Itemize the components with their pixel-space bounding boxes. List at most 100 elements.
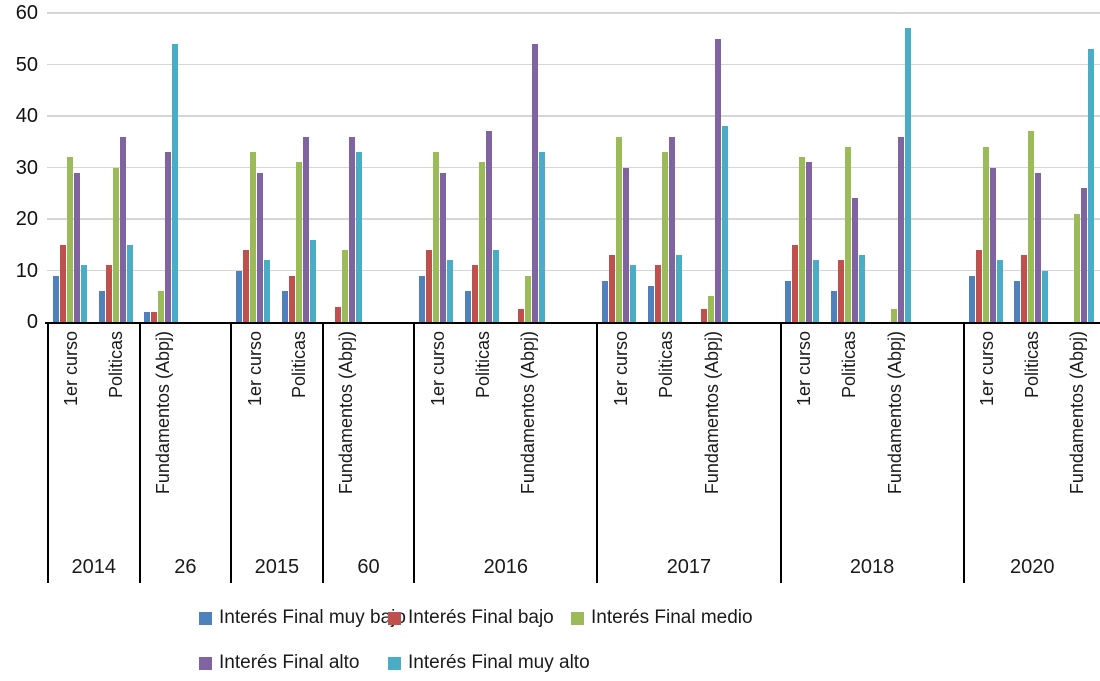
legend-item-Interés Final muy bajo: Interés Final muy bajo bbox=[199, 607, 406, 629]
bar-group-2020 bbox=[963, 13, 1100, 322]
legend-item-Interés Final muy alto: Interés Final muy alto bbox=[388, 652, 590, 674]
bar-Interés Final medio bbox=[616, 136, 623, 322]
bar-Interés Final medio bbox=[799, 157, 806, 322]
bar-Interés Final muy bajo bbox=[831, 291, 838, 322]
cluster bbox=[877, 28, 911, 322]
category-label: 1er curso bbox=[977, 331, 998, 407]
bar-Interés Final alto bbox=[531, 43, 538, 322]
category-label: Fundamentos (Abpj) bbox=[701, 331, 722, 495]
bar-Interés Final muy alto bbox=[264, 260, 271, 322]
empty-category-slot bbox=[734, 324, 779, 583]
bar-Interés Final muy alto bbox=[492, 249, 499, 322]
bar-Interés Final muy bajo bbox=[602, 280, 609, 322]
category-slot: Fundamentos (Abpj) bbox=[141, 324, 186, 583]
group-label: 2015 bbox=[254, 556, 300, 578]
bar-Interés Final bajo bbox=[975, 249, 982, 322]
bar-Interés Final alto bbox=[440, 172, 447, 322]
empty-category-slot bbox=[185, 324, 230, 583]
bar-Interés Final muy alto bbox=[538, 152, 545, 322]
category-slot: Fundamentos (Abpj) bbox=[324, 324, 369, 583]
bar-Interés Final muy alto bbox=[355, 152, 362, 322]
plot-area bbox=[47, 13, 1100, 322]
cluster bbox=[236, 152, 271, 322]
bar-Interés Final muy bajo bbox=[236, 270, 243, 322]
bar-Interés Final muy alto bbox=[172, 43, 179, 322]
bar-cluster-60-Fundamentos (Abpj) bbox=[322, 13, 368, 322]
empty-category-slot bbox=[368, 324, 413, 583]
bar-Interés Final medio bbox=[982, 146, 989, 322]
bar-cluster-2018-Politicas bbox=[825, 13, 871, 322]
category-label: 1er curso bbox=[244, 331, 265, 407]
cluster bbox=[281, 136, 316, 322]
bar-Interés Final medio bbox=[524, 275, 531, 322]
bar-Interés Final medio bbox=[250, 152, 257, 322]
bar-Interés Final alto bbox=[714, 38, 721, 322]
category-label: Fundamentos (Abpj) bbox=[884, 331, 905, 495]
gridline-40 bbox=[47, 115, 1100, 117]
bar-Interés Final muy alto bbox=[447, 260, 454, 322]
bar-Interés Final bajo bbox=[792, 244, 799, 322]
cluster bbox=[464, 131, 499, 322]
legend-label: Interés Final muy bajo bbox=[219, 607, 406, 628]
bar-Interés Final alto bbox=[989, 167, 996, 322]
bar-cluster-2016-1er curso bbox=[413, 13, 459, 322]
bar-cluster-2020-1er curso bbox=[963, 13, 1009, 322]
bar-group-2014 bbox=[47, 13, 139, 322]
bar-Interés Final medio bbox=[112, 167, 119, 322]
bar-Interés Final medio bbox=[295, 162, 302, 322]
y-tick-label: 0 bbox=[26, 311, 38, 333]
bar-Interés Final muy bajo bbox=[419, 275, 426, 322]
category-label: Fundamentos (Abpj) bbox=[518, 331, 539, 495]
bar-Interés Final alto bbox=[165, 152, 172, 322]
bar-cluster-2020-Fundamentos (Abpj) bbox=[1054, 13, 1100, 322]
empty-category-slot bbox=[917, 324, 962, 583]
category-axis: 1er curso Politicas 2014 Fundamentos (Abpj)… bbox=[47, 324, 1100, 583]
bar-Interés Final muy alto bbox=[996, 260, 1003, 322]
category-slot: 1er curso bbox=[415, 324, 460, 583]
bar-Interés Final muy alto bbox=[630, 265, 637, 322]
bar-Interés Final muy alto bbox=[309, 239, 316, 322]
bar-Interés Final alto bbox=[485, 131, 492, 322]
bar-Interés Final bajo bbox=[517, 309, 524, 322]
legend-swatch-icon bbox=[199, 611, 212, 625]
legend-swatch-icon bbox=[388, 611, 401, 625]
bar-Interés Final muy bajo bbox=[52, 275, 59, 322]
bar-Interés Final bajo bbox=[243, 249, 250, 322]
empty-slot bbox=[917, 13, 963, 322]
cluster bbox=[511, 43, 545, 322]
category-slot: 1er curso bbox=[965, 324, 1010, 583]
gridline-30 bbox=[47, 166, 1100, 169]
bar-Interés Final muy alto bbox=[1088, 49, 1095, 322]
bar-group-2018 bbox=[780, 13, 963, 322]
gridline-50 bbox=[47, 63, 1100, 66]
bar-Interés Final medio bbox=[890, 309, 897, 322]
bar-Interés Final muy alto bbox=[126, 244, 133, 322]
cluster bbox=[52, 157, 87, 322]
bar-Interés Final alto bbox=[73, 172, 80, 322]
bar-Interés Final medio bbox=[1074, 213, 1081, 322]
group-label: 2014 bbox=[71, 556, 117, 578]
category-slot: 1er curso bbox=[782, 324, 827, 583]
bar-Interés Final alto bbox=[852, 198, 859, 322]
category-slot: Fundamentos (Abpj) bbox=[506, 324, 551, 583]
bar-Interés Final muy bajo bbox=[1014, 280, 1021, 322]
cluster bbox=[694, 38, 728, 322]
bar-cluster-2017-1er curso bbox=[596, 13, 642, 322]
bar-Interés Final muy alto bbox=[1042, 270, 1049, 322]
bar-cluster-26-Fundamentos (Abpj) bbox=[139, 13, 185, 322]
bar-Interés Final medio bbox=[158, 291, 165, 322]
bar-cluster-2017-Politicas bbox=[642, 13, 688, 322]
cluster bbox=[831, 146, 866, 322]
category-group-2016: 1er curso Politicas Fundamentos (Abpj) 2016 bbox=[413, 324, 596, 583]
category-group-2017: 1er curso Politicas Fundamentos (Abpj) 2017 bbox=[596, 324, 779, 583]
cluster bbox=[419, 152, 454, 322]
bar-Interés Final muy bajo bbox=[464, 291, 471, 322]
category-label: Politicas bbox=[1022, 331, 1043, 399]
bar-Interés Final alto bbox=[302, 136, 309, 322]
bar-Interés Final bajo bbox=[838, 260, 845, 322]
y-tick-label: 20 bbox=[15, 208, 38, 230]
category-slot: Fundamentos (Abpj) bbox=[872, 324, 917, 583]
category-slot: Politicas bbox=[644, 324, 689, 583]
bar-Interés Final alto bbox=[257, 172, 264, 322]
bar-cluster-2017-Fundamentos (Abpj) bbox=[688, 13, 734, 322]
